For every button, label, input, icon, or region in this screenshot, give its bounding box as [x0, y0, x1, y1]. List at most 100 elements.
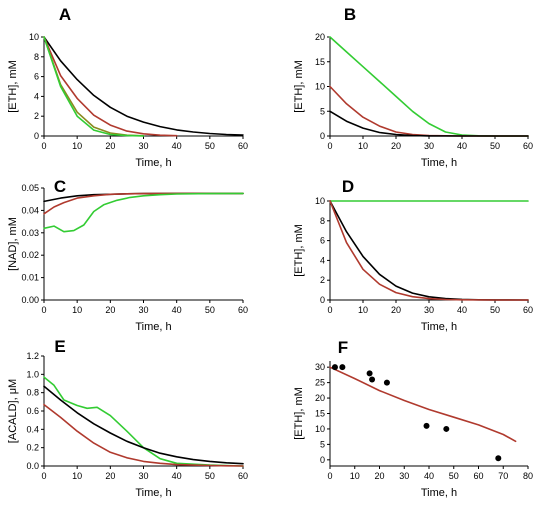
panel-e-y-tick-label: 0.2	[26, 443, 39, 453]
panel-e-x-tick-label: 10	[72, 471, 82, 481]
panel-a-series-red-line	[43, 36, 178, 137]
panel-e-x-tick-label: 0	[41, 471, 46, 481]
panel-b-x-tick-label: 60	[523, 141, 533, 151]
panel-e-y-axis-label: [ACALD], μM	[7, 379, 19, 443]
panel-d-x-tick-label: 50	[490, 305, 500, 315]
panel-f-data-point	[423, 422, 430, 429]
panel-c-y-tick-label: 0.04	[21, 205, 39, 215]
panel-f-x-tick-label: 80	[523, 471, 533, 481]
panel-f-x-tick-label: 10	[350, 471, 360, 481]
panel-a-series-olive-line	[43, 36, 145, 137]
panel-f-y-tick-label: 10	[315, 424, 325, 434]
panel-e-series-green-line	[43, 376, 244, 467]
panel-a-y-tick-label: 4	[34, 91, 39, 101]
panel-a-x-tick-label: 40	[172, 141, 182, 151]
panel-b-series-black-line	[329, 110, 529, 137]
panel-d: D 0 10 20 30 40 50 60 0 2 4 6 8 10 Time, h [ETH], mM	[293, 177, 533, 333]
panel-f: F 0 10 20 30 40 50 60 70 80 0 5 10 15 20 25 30 Time, h [ET…	[293, 338, 533, 499]
panel-d-y-tick-label: 4	[320, 255, 325, 265]
panel-c-x-tick-label: 30	[138, 305, 148, 315]
panel-c-x-tick-label: 40	[172, 305, 182, 315]
panel-d-y-tick-label: 8	[320, 216, 325, 226]
panel-b-x-tick-label: 30	[424, 141, 434, 151]
panel-a-x-tick-label: 10	[72, 141, 82, 151]
panel-f-y-tick-label: 30	[315, 362, 325, 372]
panel-f-x-tick-label: 30	[399, 471, 409, 481]
panel-e-x-tick-label: 50	[205, 471, 215, 481]
panel-e-y-tick-label: 1.2	[26, 351, 39, 361]
panel-f-data-point	[331, 364, 338, 371]
panel-a-y-tick-label: 8	[34, 52, 39, 62]
panel-f-x-tick-label: 60	[473, 471, 483, 481]
panel-c-x-axis-label: Time, h	[135, 321, 171, 333]
panel-f-y-tick-label: 25	[315, 378, 325, 388]
panel-c-letter: C	[54, 177, 66, 196]
panel-c-series-red-line	[43, 192, 244, 215]
panel-d-series-red-line	[329, 200, 529, 301]
panel-e-x-tick-label: 60	[238, 471, 248, 481]
panel-e: E 0 10 20 30 40 50 60 0.0 0.2 0.4 0.6 0.8 1.0 1.2 Time,…	[7, 337, 248, 499]
panel-f-data-point	[366, 370, 373, 377]
panel-f-x-tick-label: 0	[327, 471, 332, 481]
panel-c: C 0 10 20 30 40 50 60 0.00 0.01 0.02 0.03 0.04 0.05 Ti…	[7, 177, 248, 333]
panel-a-y-tick-label: 0	[34, 131, 39, 141]
panel-f-data-point	[383, 379, 390, 386]
panel-d-y-tick-label: 6	[320, 236, 325, 246]
panel-e-x-axis-label: Time, h	[135, 487, 171, 499]
panel-b-series-green-line	[329, 36, 529, 137]
panel-b-y-tick-label: 5	[320, 106, 325, 116]
panel-e-letter: E	[54, 337, 65, 356]
panel-a-letter: A	[59, 5, 71, 24]
panel-b-series-red-line	[329, 85, 529, 137]
panel-d-x-tick-label: 40	[457, 305, 467, 315]
panel-b-y-tick-label: 0	[320, 131, 325, 141]
panel-b-letter: B	[344, 5, 356, 24]
panel-d-x-tick-label: 0	[327, 305, 332, 315]
panel-b-y-tick-label: 15	[315, 57, 325, 67]
panel-c-x-tick-label: 50	[205, 305, 215, 315]
panel-d-x-axis-label: Time, h	[421, 321, 457, 333]
panel-c-y-axis-label: [NAD], mM	[7, 217, 19, 271]
panel-e-y-tick-label: 1.0	[26, 369, 39, 379]
panel-d-letter: D	[342, 177, 354, 196]
panel-c-y-tick-label: 0.02	[21, 250, 39, 260]
panel-d-x-tick-label: 60	[523, 305, 533, 315]
panel-a-x-tick-label: 50	[205, 141, 215, 151]
panel-c-x-tick-label: 60	[238, 305, 248, 315]
panel-d-y-tick-label: 0	[320, 295, 325, 305]
panel-b-x-tick-label: 0	[327, 141, 332, 151]
panel-e-y-tick-label: 0.8	[26, 388, 39, 398]
panel-f-data-point	[495, 455, 502, 462]
panel-f-y-tick-label: 0	[320, 455, 325, 465]
panel-a-series-green-line	[43, 36, 145, 137]
panel-e-x-tick-label: 30	[138, 471, 148, 481]
panel-e-x-tick-label: 20	[105, 471, 115, 481]
panel-c-x-tick-label: 10	[72, 305, 82, 315]
panel-a-x-tick-label: 30	[138, 141, 148, 151]
panel-f-y-tick-label: 20	[315, 393, 325, 403]
panel-e-y-tick-label: 0.6	[26, 406, 39, 416]
panel-a-x-axis-label: Time, h	[135, 157, 171, 169]
panel-c-y-tick-label: 0.00	[21, 295, 39, 305]
panel-b-y-axis-label: [ETH], mM	[293, 60, 305, 113]
panel-f-x-tick-label: 50	[449, 471, 459, 481]
panel-b-y-tick-label: 20	[315, 32, 325, 42]
panel-a-y-tick-label: 2	[34, 111, 39, 121]
panel-f-x-tick-label: 40	[424, 471, 434, 481]
panel-c-y-tick-label: 0.05	[21, 183, 39, 193]
panel-d-y-tick-label: 10	[315, 196, 325, 206]
panel-a-y-tick-label: 6	[34, 72, 39, 82]
panel-a-series-black-line	[43, 36, 244, 136]
panel-b-x-tick-label: 20	[391, 141, 401, 151]
panel-d-y-axis-label: [ETH], mM	[293, 224, 305, 277]
panel-f-x-tick-label: 70	[498, 471, 508, 481]
panel-a-y-axis-label: [ETH], mM	[7, 60, 19, 113]
panel-d-x-tick-label: 30	[424, 305, 434, 315]
panel-c-x-tick-label: 20	[105, 305, 115, 315]
panel-c-x-tick-label: 0	[41, 305, 46, 315]
panel-a-x-tick-label: 20	[105, 141, 115, 151]
panel-d-x-tick-label: 10	[358, 305, 368, 315]
panel-e-y-tick-label: 0.0	[26, 461, 39, 471]
panel-a-y-tick-label: 10	[29, 32, 39, 42]
panel-b-x-axis-label: Time, h	[421, 157, 457, 169]
